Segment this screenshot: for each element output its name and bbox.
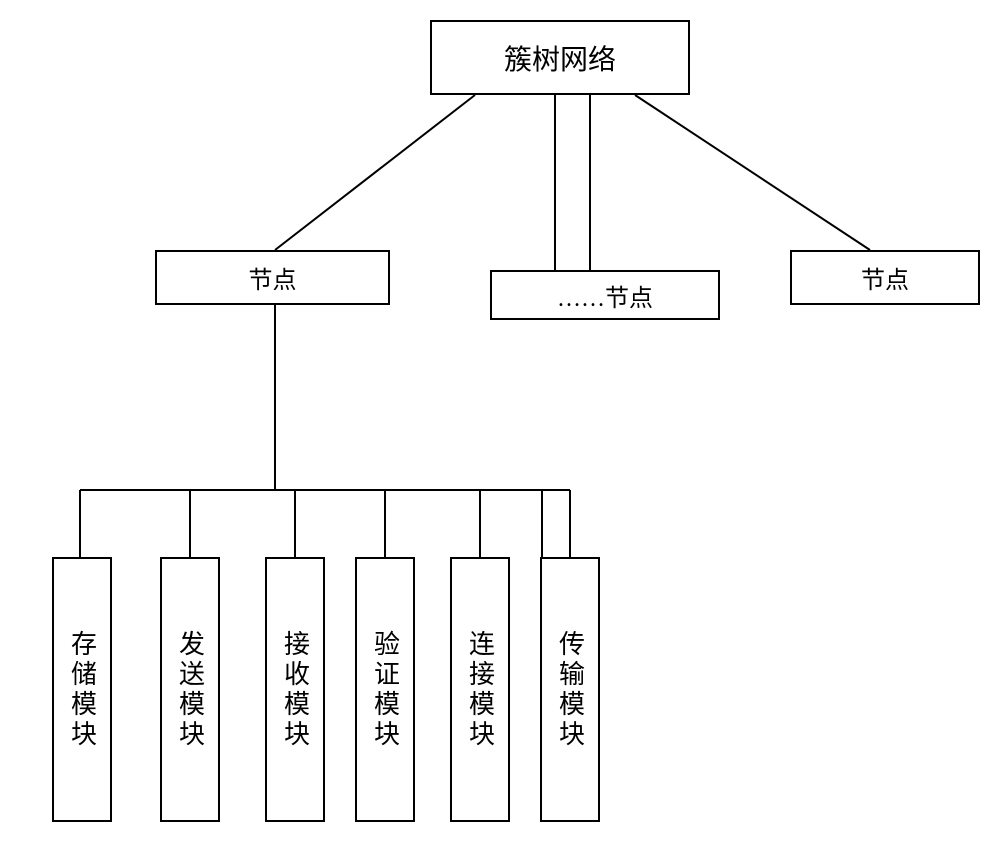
module-receive-label: 接收模块	[277, 630, 314, 750]
module-storage-label: 存储模块	[64, 630, 101, 750]
module-connect-label: 连接模块	[462, 630, 499, 750]
module-transport: 传输模块	[540, 557, 600, 822]
module-connect: 连接模块	[450, 557, 510, 822]
node-b: ……节点	[490, 270, 720, 320]
node-b-label: ……节点	[557, 278, 653, 313]
module-send: 发送模块	[160, 557, 220, 822]
diagram-canvas: 簇树网络 节点 ……节点 节点 存储模块 发送模块 接收模块 验证模块 连接模块…	[0, 0, 1000, 856]
module-receive: 接收模块	[265, 557, 325, 822]
module-storage: 存储模块	[52, 557, 112, 822]
node-c: 节点	[790, 250, 980, 305]
module-verify: 验证模块	[355, 557, 415, 822]
module-send-label: 发送模块	[172, 630, 209, 750]
module-verify-label: 验证模块	[367, 630, 404, 750]
node-root-label: 簇树网络	[504, 38, 616, 78]
node-a-label: 节点	[249, 260, 297, 295]
node-a: 节点	[155, 250, 390, 305]
node-root: 簇树网络	[430, 20, 690, 95]
node-c-label: 节点	[861, 260, 909, 295]
module-transport-label: 传输模块	[552, 630, 589, 750]
